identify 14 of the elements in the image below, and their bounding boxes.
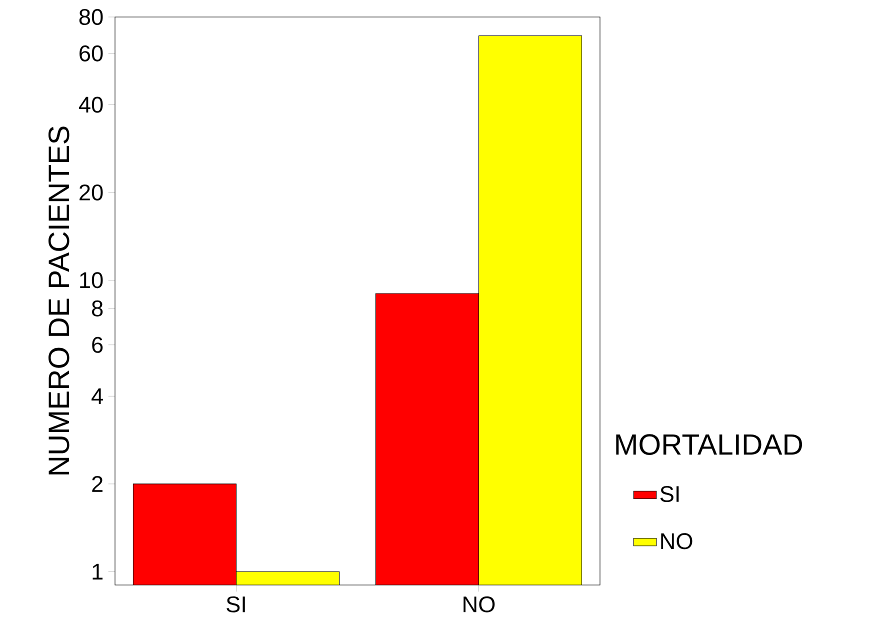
y-tick-label: 20 xyxy=(80,184,103,201)
y-tick-label: 1 xyxy=(92,564,103,580)
y-axis-title: NUMERO DE PACIENTES xyxy=(48,126,70,474)
y-tick-label: 40 xyxy=(78,96,103,113)
y-tick-label: 8 xyxy=(92,300,103,316)
y-tick-label: 4 xyxy=(92,388,103,404)
y-tick-label: 2 xyxy=(92,476,102,492)
y-tick-label: 80 xyxy=(79,8,103,26)
y-tick-label: 10 xyxy=(80,272,103,288)
legend-title: MORTALIDAD xyxy=(616,434,802,455)
y-tick-label: 6 xyxy=(92,336,103,353)
legend-label: NO xyxy=(661,533,692,550)
y-tick-label: 60 xyxy=(80,45,103,62)
legend-label: SI xyxy=(660,486,679,502)
